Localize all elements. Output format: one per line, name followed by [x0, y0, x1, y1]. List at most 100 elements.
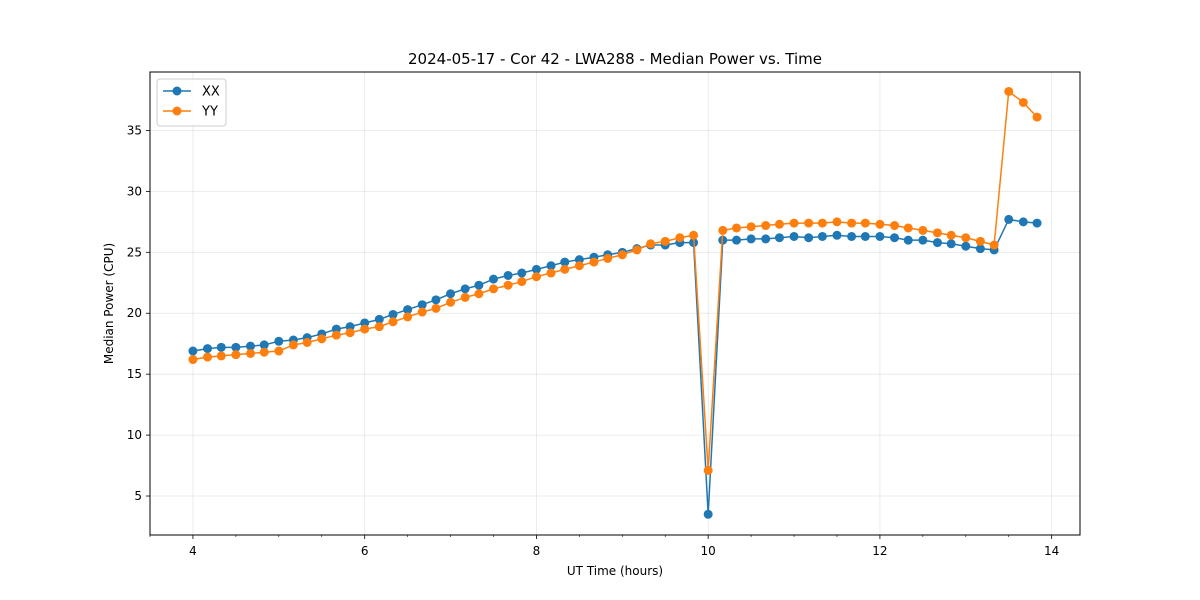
data-point-yy	[746, 222, 756, 232]
legend-marker-xx	[172, 86, 182, 96]
data-point-xx	[417, 300, 427, 310]
data-point-yy	[703, 465, 713, 475]
data-point-yy	[531, 272, 541, 282]
data-point-yy	[932, 228, 942, 238]
data-point-yy	[789, 218, 799, 228]
legend-label-yy: YY	[201, 105, 218, 120]
y-tick-label: 35	[127, 123, 142, 137]
data-point-xx	[188, 346, 198, 356]
series-yy	[188, 86, 1042, 475]
data-point-yy	[546, 268, 556, 278]
plot-frame	[149, 71, 1081, 536]
data-point-yy	[403, 312, 413, 322]
data-point-xx	[274, 336, 284, 346]
x-axis-title: UT Time (hours)	[567, 564, 663, 578]
x-tick-label: 6	[361, 544, 369, 558]
y-axis-title: Median Power (CPU)	[102, 243, 116, 364]
data-point-yy	[961, 233, 971, 243]
legend-marker-yy	[172, 106, 182, 116]
x-tick-label: 10	[701, 544, 716, 558]
data-point-yy	[274, 346, 284, 356]
data-point-yy	[603, 253, 613, 263]
data-point-yy	[216, 351, 226, 361]
legend-label-xx: XX	[202, 85, 220, 100]
data-point-yy	[317, 334, 327, 344]
data-point-xx	[431, 295, 441, 305]
data-point-yy	[946, 230, 956, 240]
data-point-yy	[560, 264, 570, 274]
data-point-yy	[259, 347, 269, 357]
x-tick-label: 14	[1044, 544, 1059, 558]
data-point-xx	[860, 231, 870, 241]
data-point-xx	[961, 241, 971, 251]
data-point-yy	[1032, 112, 1042, 122]
data-point-yy	[245, 348, 255, 358]
data-point-yy	[617, 250, 627, 260]
data-point-yy	[331, 330, 341, 340]
data-point-xx	[560, 257, 570, 267]
y-tick-label: 10	[127, 428, 142, 442]
data-point-yy	[431, 303, 441, 313]
data-point-xx	[847, 231, 857, 241]
data-point-yy	[860, 218, 870, 228]
data-point-xx	[259, 340, 269, 350]
data-point-yy	[675, 233, 685, 243]
data-point-xx	[216, 342, 226, 352]
y-tick-label: 5	[134, 489, 142, 503]
data-point-xx	[1032, 218, 1042, 228]
data-point-xx	[774, 233, 784, 243]
data-point-yy	[718, 225, 728, 235]
x-tick-label: 8	[533, 544, 541, 558]
data-point-yy	[345, 328, 355, 338]
data-point-yy	[503, 280, 513, 290]
data-point-yy	[288, 340, 298, 350]
data-point-xx	[403, 305, 413, 315]
data-point-xx	[488, 274, 498, 284]
data-point-xx	[703, 509, 713, 519]
data-point-xx	[789, 231, 799, 241]
data-point-xx	[903, 235, 913, 245]
data-point-yy	[231, 350, 241, 360]
data-point-yy	[632, 245, 642, 255]
data-point-xx	[531, 264, 541, 274]
data-point-yy	[488, 284, 498, 294]
data-point-xx	[732, 235, 742, 245]
data-point-yy	[446, 297, 456, 307]
data-point-xx	[1018, 217, 1028, 227]
data-point-yy	[646, 239, 656, 249]
x-tick-label: 12	[872, 544, 887, 558]
data-point-yy	[188, 355, 198, 365]
data-point-yy	[918, 225, 928, 235]
data-point-xx	[746, 234, 756, 244]
data-point-yy	[360, 324, 370, 334]
data-point-yy	[417, 307, 427, 317]
data-point-xx	[918, 235, 928, 245]
data-point-yy	[689, 230, 699, 240]
data-point-yy	[975, 236, 985, 246]
x-tick-label: 4	[189, 544, 197, 558]
data-point-xx	[374, 314, 384, 324]
data-point-xx	[546, 261, 556, 271]
y-tick-label: 30	[127, 184, 142, 198]
data-point-yy	[302, 337, 312, 347]
data-point-xx	[474, 280, 484, 290]
data-point-xx	[203, 344, 213, 354]
data-point-yy	[589, 257, 599, 267]
data-point-yy	[474, 289, 484, 299]
data-point-yy	[890, 221, 900, 231]
data-point-yy	[517, 277, 527, 287]
grid	[150, 72, 1080, 535]
data-point-yy	[460, 292, 470, 302]
data-point-xx	[1004, 214, 1014, 224]
data-point-xx	[388, 309, 398, 319]
data-point-xx	[875, 231, 885, 241]
data-point-yy	[203, 352, 213, 362]
data-point-yy	[804, 218, 814, 228]
data-point-xx	[503, 270, 513, 280]
data-point-xx	[231, 342, 241, 352]
data-point-xx	[517, 268, 527, 278]
data-point-yy	[374, 322, 384, 332]
y-tick-label: 15	[127, 367, 142, 381]
data-point-xx	[932, 238, 942, 248]
